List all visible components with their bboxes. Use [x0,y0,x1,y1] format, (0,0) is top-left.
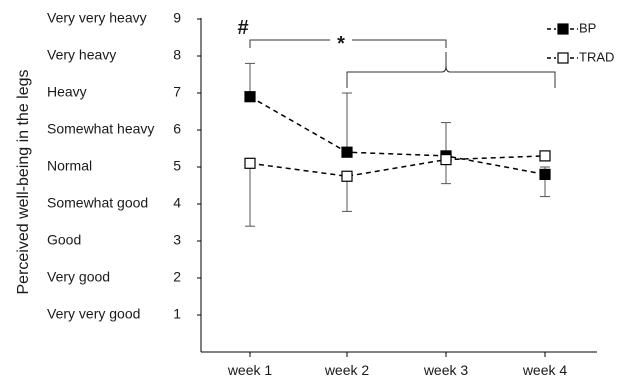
x-tick-label: week 4 [522,362,568,378]
annotation-hash: # [237,17,248,39]
legend-label: TRAD [579,49,614,64]
series-group [244,62,551,227]
data-point [244,157,256,169]
series-line [249,96,546,176]
x-tick-label: week 2 [324,362,370,378]
series-bp [244,62,551,198]
y-tick-value-label: 4 [173,195,181,211]
data-point [539,150,551,162]
series-trad [244,150,551,227]
data-point [539,168,551,180]
legend: BP TRAD [547,20,614,64]
y-tick-value-label: 1 [173,306,181,322]
legend-marker [557,23,569,35]
y-tick-category-label: Somewhat heavy [47,121,154,137]
bracket-upper-right [352,39,447,48]
legend-marker [557,52,569,64]
y-tick-value-label: 8 [173,47,181,63]
y-tick-value-label: 9 [173,10,181,26]
y-axis-label: Perceived well-being in the legs [15,69,32,294]
bracket-upper-left [249,39,330,48]
x-tick-label: week 3 [423,362,469,378]
y-tick-category-label: Very very heavy [47,10,147,26]
x-ticks: week 1 week 2 week 3 week 4 [227,352,568,378]
bracket-lower [346,52,556,88]
series-line [249,155,546,178]
data-point [341,170,353,182]
y-tick-category-label: Very good [47,269,110,285]
y-tick-value-label: 2 [173,269,181,285]
data-point [440,154,452,166]
annotations: #* [237,17,556,88]
y-tick-category-label: Very heavy [47,47,116,63]
y-tick-value-label: 7 [173,84,181,100]
y-tick-value-label: 3 [173,232,181,248]
annotation-star: * [337,33,345,55]
y-ticks: Very very heavy 9 Very heavy 8 Heavy 7 Somewha… [47,10,201,322]
data-point [244,91,256,103]
y-tick-category-label: Very very good [47,306,140,322]
x-tick-label: week 1 [227,362,273,378]
data-point [341,146,353,158]
y-tick-category-label: Normal [47,158,92,174]
y-tick-category-label: Somewhat good [47,195,148,211]
legend-label: BP [579,20,596,35]
y-tick-value-label: 6 [173,121,181,137]
y-tick-value-label: 5 [173,158,181,174]
y-tick-category-label: Heavy [47,84,87,100]
y-tick-category-label: Good [47,232,81,248]
